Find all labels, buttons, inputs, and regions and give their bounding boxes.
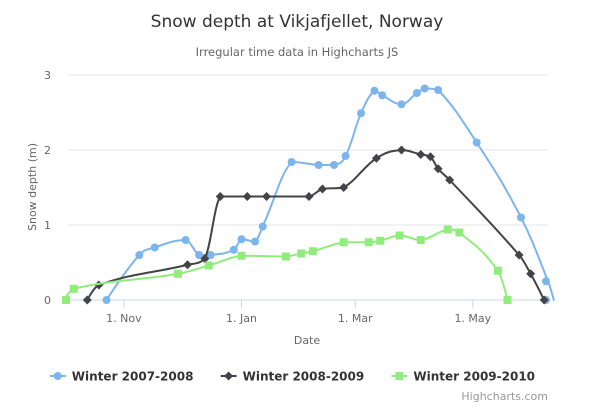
data-point[interactable]: [445, 175, 455, 185]
legend-item[interactable]: Winter 2007-2008: [49, 370, 194, 384]
data-point[interactable]: [150, 243, 159, 252]
y-axis-ticks: 0 1 2 3: [44, 69, 51, 307]
data-point[interactable]: [395, 231, 404, 240]
data-point[interactable]: [503, 296, 512, 304]
data-point[interactable]: [433, 164, 443, 174]
data-point[interactable]: [339, 238, 348, 247]
series-1: [102, 84, 555, 304]
data-point[interactable]: [173, 269, 182, 278]
data-point[interactable]: [229, 245, 238, 254]
data-point[interactable]: [493, 266, 502, 275]
y-tick-label: 3: [44, 69, 51, 82]
x-tick-label: 1. Mar: [338, 312, 373, 325]
y-axis-title: Snow depth (m): [26, 143, 39, 231]
data-point[interactable]: [262, 192, 272, 201]
data-point[interactable]: [472, 138, 481, 147]
data-point[interactable]: [258, 222, 267, 231]
y-tick-label: 0: [44, 294, 51, 307]
data-point[interactable]: [242, 192, 252, 201]
data-point[interactable]: [181, 236, 190, 244]
data-point[interactable]: [330, 161, 339, 169]
data-point[interactable]: [287, 158, 296, 166]
data-point[interactable]: [314, 161, 323, 169]
data-point[interactable]: [237, 235, 246, 244]
data-point[interactable]: [364, 238, 373, 247]
data-point[interactable]: [339, 183, 349, 192]
data-point[interactable]: [416, 236, 425, 244]
data-point[interactable]: [397, 100, 406, 109]
series-2: [82, 145, 549, 305]
data-point[interactable]: [69, 284, 78, 293]
grid: [68, 74, 548, 226]
data-point[interactable]: [237, 251, 246, 260]
y-tick-label: 1: [44, 219, 51, 232]
data-point[interactable]: [102, 296, 111, 304]
legend: Winter 2007-2008 Winter 2008-2009 Winter 2…: [49, 370, 535, 384]
legend-item[interactable]: Winter 2009-2010: [391, 370, 535, 384]
data-point[interactable]: [304, 192, 314, 201]
x-axis-ticks: 1. Nov 1. Jan 1. Mar 1. May: [106, 300, 492, 325]
data-point[interactable]: [396, 145, 406, 155]
data-point[interactable]: [357, 109, 366, 118]
legend-symbol-marker: [53, 372, 62, 380]
data-point[interactable]: [514, 250, 524, 260]
data-point[interactable]: [297, 249, 306, 258]
data-point[interactable]: [62, 296, 70, 304]
legend-symbol-marker: [395, 372, 404, 380]
data-point[interactable]: [341, 152, 350, 160]
legend-item[interactable]: Winter 2008-2009: [220, 370, 365, 384]
data-point[interactable]: [416, 150, 426, 159]
data-point[interactable]: [215, 192, 225, 201]
data-point[interactable]: [526, 269, 536, 279]
chart-subtitle: Irregular time data in Highcharts JS: [196, 45, 399, 59]
data-point[interactable]: [281, 252, 290, 261]
data-point[interactable]: [370, 86, 379, 95]
series-3: [62, 225, 512, 304]
data-point[interactable]: [376, 236, 385, 245]
legend-label: Winter 2007-2008: [72, 370, 194, 384]
data-point[interactable]: [455, 228, 464, 237]
data-point[interactable]: [183, 260, 193, 270]
data-point[interactable]: [195, 251, 204, 259]
data-point[interactable]: [434, 86, 443, 94]
data-point[interactable]: [412, 89, 421, 97]
data-point[interactable]: [206, 251, 215, 259]
data-point[interactable]: [517, 213, 526, 222]
data-point[interactable]: [250, 237, 259, 246]
data-point[interactable]: [308, 247, 317, 256]
x-tick-label: 1. May: [454, 312, 491, 325]
legend-symbol-marker: [224, 371, 234, 381]
data-point[interactable]: [204, 261, 213, 270]
y-tick-label: 2: [44, 144, 51, 157]
data-point[interactable]: [425, 152, 435, 162]
data-point[interactable]: [378, 91, 387, 100]
data-point[interactable]: [200, 254, 210, 264]
data-point[interactable]: [371, 153, 381, 163]
x-axis-title: Date: [294, 334, 321, 347]
data-point[interactable]: [542, 277, 550, 286]
data-point[interactable]: [443, 225, 452, 234]
data-point[interactable]: [135, 251, 144, 259]
x-tick-label: 1. Jan: [226, 312, 257, 325]
chart-title: Snow depth at Vikjafjellet, Norway: [151, 12, 444, 32]
legend-label: Winter 2008-2009: [243, 370, 365, 384]
legend-label: Winter 2009-2010: [413, 370, 535, 384]
data-point[interactable]: [82, 295, 92, 305]
credits[interactable]: Highcharts.com: [461, 390, 548, 403]
x-tick-label: 1. Nov: [106, 312, 142, 325]
data-point[interactable]: [317, 184, 327, 194]
data-point[interactable]: [420, 84, 429, 93]
data-point[interactable]: [539, 295, 549, 305]
plot-series: [62, 84, 555, 305]
